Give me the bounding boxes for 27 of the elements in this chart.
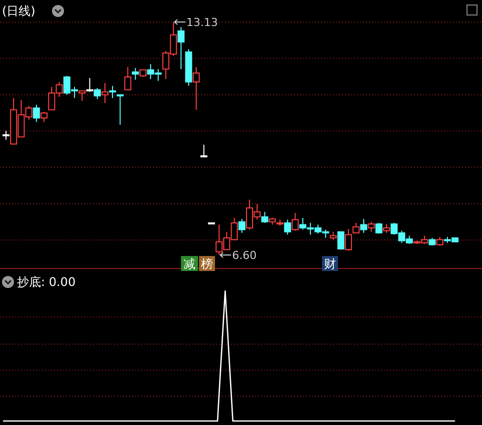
text: 榜: [201, 257, 213, 271]
annotation: 13.13: [186, 16, 218, 29]
candlestick: [32, 104, 40, 122]
chart-title: (日线): [2, 4, 36, 18]
candlestick: [337, 231, 344, 250]
text: 减: [184, 257, 196, 271]
candlestick: [116, 94, 124, 126]
candlestick: [40, 111, 48, 122]
candlestick: [101, 82, 108, 104]
candlestick: [292, 212, 299, 232]
candlestick: [192, 66, 200, 110]
candlestick: [200, 144, 208, 158]
chart-title: 抄底: 0.00: [17, 275, 76, 289]
candlestick: [238, 218, 246, 234]
candlestick: [124, 66, 132, 90]
candlestick: [284, 219, 292, 236]
text: 财: [324, 257, 336, 271]
candlestick: [109, 85, 116, 98]
candlestick: [368, 221, 375, 232]
candlestick: [132, 68, 139, 80]
candlestick: [352, 222, 360, 234]
candlestick: [360, 218, 368, 234]
candlestick: [94, 88, 101, 100]
annotation: 6.60: [232, 249, 257, 262]
candlestick: [344, 228, 352, 252]
candlestick: [261, 211, 268, 224]
candlestick: [178, 26, 185, 70]
